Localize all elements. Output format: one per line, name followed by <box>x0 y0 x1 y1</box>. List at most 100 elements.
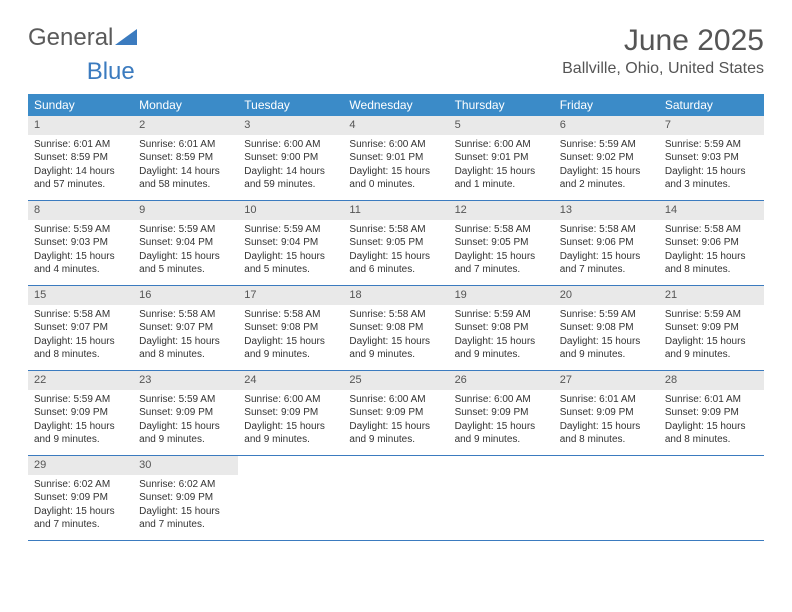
calendar: Sunday Monday Tuesday Wednesday Thursday… <box>28 94 764 541</box>
day-number: 22 <box>28 371 133 390</box>
day-number: 14 <box>659 201 764 220</box>
sunset-text: Sunset: 9:09 PM <box>349 406 442 420</box>
day-body: Sunrise: 6:01 AMSunset: 9:09 PMDaylight:… <box>659 390 764 453</box>
sunrise-text: Sunrise: 6:00 AM <box>244 138 337 152</box>
sunset-text: Sunset: 9:05 PM <box>349 236 442 250</box>
daylight-text: Daylight: 15 hours and 8 minutes. <box>665 250 758 277</box>
sunset-text: Sunset: 9:06 PM <box>560 236 653 250</box>
day-cell: 26Sunrise: 6:00 AMSunset: 9:09 PMDayligh… <box>449 371 554 455</box>
sunset-text: Sunset: 9:09 PM <box>244 406 337 420</box>
day-cell: 6Sunrise: 5:59 AMSunset: 9:02 PMDaylight… <box>554 116 659 200</box>
daylight-text: Daylight: 14 hours and 58 minutes. <box>139 165 232 192</box>
day-number: 25 <box>343 371 448 390</box>
day-body: Sunrise: 5:59 AMSunset: 9:03 PMDaylight:… <box>659 135 764 198</box>
sunrise-text: Sunrise: 6:02 AM <box>139 478 232 492</box>
sunrise-text: Sunrise: 6:01 AM <box>34 138 127 152</box>
weeks-container: 1Sunrise: 6:01 AMSunset: 8:59 PMDaylight… <box>28 116 764 541</box>
sunrise-text: Sunrise: 6:00 AM <box>349 138 442 152</box>
day-body: Sunrise: 5:59 AMSunset: 9:04 PMDaylight:… <box>238 220 343 283</box>
sunrise-text: Sunrise: 5:58 AM <box>244 308 337 322</box>
sunset-text: Sunset: 9:08 PM <box>455 321 548 335</box>
sunset-text: Sunset: 9:04 PM <box>139 236 232 250</box>
sunrise-text: Sunrise: 5:58 AM <box>560 223 653 237</box>
day-number: 13 <box>554 201 659 220</box>
sunset-text: Sunset: 9:04 PM <box>244 236 337 250</box>
day-number: 11 <box>343 201 448 220</box>
sunset-text: Sunset: 9:09 PM <box>139 491 232 505</box>
day-cell: 16Sunrise: 5:58 AMSunset: 9:07 PMDayligh… <box>133 286 238 370</box>
sunrise-text: Sunrise: 6:00 AM <box>455 393 548 407</box>
day-cell: 23Sunrise: 5:59 AMSunset: 9:09 PMDayligh… <box>133 371 238 455</box>
week-row: 8Sunrise: 5:59 AMSunset: 9:03 PMDaylight… <box>28 201 764 286</box>
sunset-text: Sunset: 8:59 PM <box>139 151 232 165</box>
sunrise-text: Sunrise: 5:59 AM <box>34 393 127 407</box>
day-cell <box>343 456 448 540</box>
day-cell: 27Sunrise: 6:01 AMSunset: 9:09 PMDayligh… <box>554 371 659 455</box>
week-row: 29Sunrise: 6:02 AMSunset: 9:09 PMDayligh… <box>28 456 764 541</box>
daylight-text: Daylight: 15 hours and 9 minutes. <box>665 335 758 362</box>
day-body: Sunrise: 5:59 AMSunset: 9:03 PMDaylight:… <box>28 220 133 283</box>
day-cell <box>238 456 343 540</box>
day-body: Sunrise: 6:00 AMSunset: 9:09 PMDaylight:… <box>343 390 448 453</box>
day-cell: 8Sunrise: 5:59 AMSunset: 9:03 PMDaylight… <box>28 201 133 285</box>
sunrise-text: Sunrise: 5:58 AM <box>34 308 127 322</box>
logo-text-blue: Blue <box>87 58 135 85</box>
day-number: 7 <box>659 116 764 135</box>
day-number: 28 <box>659 371 764 390</box>
day-number: 19 <box>449 286 554 305</box>
day-cell <box>449 456 554 540</box>
daylight-text: Daylight: 15 hours and 9 minutes. <box>34 420 127 447</box>
sunrise-text: Sunrise: 5:59 AM <box>665 138 758 152</box>
weekday-header: Sunday Monday Tuesday Wednesday Thursday… <box>28 94 764 116</box>
weekday-wed: Wednesday <box>343 94 448 116</box>
day-cell: 29Sunrise: 6:02 AMSunset: 9:09 PMDayligh… <box>28 456 133 540</box>
sunset-text: Sunset: 9:09 PM <box>455 406 548 420</box>
day-cell: 19Sunrise: 5:59 AMSunset: 9:08 PMDayligh… <box>449 286 554 370</box>
sunset-text: Sunset: 9:08 PM <box>349 321 442 335</box>
day-number: 29 <box>28 456 133 475</box>
day-cell <box>659 456 764 540</box>
day-number: 15 <box>28 286 133 305</box>
sunset-text: Sunset: 9:03 PM <box>34 236 127 250</box>
day-number: 30 <box>133 456 238 475</box>
daylight-text: Daylight: 15 hours and 7 minutes. <box>560 250 653 277</box>
daylight-text: Daylight: 15 hours and 9 minutes. <box>455 335 548 362</box>
sunset-text: Sunset: 9:03 PM <box>665 151 758 165</box>
day-cell: 17Sunrise: 5:58 AMSunset: 9:08 PMDayligh… <box>238 286 343 370</box>
day-number: 4 <box>343 116 448 135</box>
sunset-text: Sunset: 9:07 PM <box>34 321 127 335</box>
day-cell: 13 Sunrise: 5:58 AMSunset: 9:06 PMDayligh… <box>554 201 659 285</box>
week-row: 1Sunrise: 6:01 AMSunset: 8:59 PMDaylight… <box>28 116 764 201</box>
sunrise-text: Sunrise: 6:01 AM <box>139 138 232 152</box>
day-number: 8 <box>28 201 133 220</box>
day-cell: 5Sunrise: 6:00 AMSunset: 9:01 PMDaylight… <box>449 116 554 200</box>
daylight-text: Daylight: 15 hours and 8 minutes. <box>139 335 232 362</box>
day-cell: 11Sunrise: 5:58 AMSunset: 9:05 PMDayligh… <box>343 201 448 285</box>
sunrise-text: Sunrise: 5:58 AM <box>349 308 442 322</box>
sunset-text: Sunset: 9:09 PM <box>560 406 653 420</box>
day-body: Sunrise: 6:01 AMSunset: 9:09 PMDaylight:… <box>554 390 659 453</box>
month-title: June 2025 <box>562 24 764 58</box>
weekday-sat: Saturday <box>659 94 764 116</box>
sunrise-text: Sunrise: 5:59 AM <box>34 223 127 237</box>
sunrise-text: Sunrise: 6:01 AM <box>560 393 653 407</box>
logo-text-general: General <box>28 24 113 52</box>
day-cell: 18Sunrise: 5:58 AMSunset: 9:08 PMDayligh… <box>343 286 448 370</box>
daylight-text: Daylight: 15 hours and 9 minutes. <box>349 420 442 447</box>
day-cell: 1Sunrise: 6:01 AMSunset: 8:59 PMDaylight… <box>28 116 133 200</box>
day-number: 20 <box>554 286 659 305</box>
daylight-text: Daylight: 15 hours and 1 minute. <box>455 165 548 192</box>
sunrise-text: Sunrise: 5:59 AM <box>560 138 653 152</box>
daylight-text: Daylight: 15 hours and 9 minutes. <box>244 420 337 447</box>
sunrise-text: Sunrise: 5:58 AM <box>349 223 442 237</box>
day-cell: 24Sunrise: 6:00 AMSunset: 9:09 PMDayligh… <box>238 371 343 455</box>
sunset-text: Sunset: 9:09 PM <box>34 491 127 505</box>
sunrise-text: Sunrise: 5:59 AM <box>665 308 758 322</box>
daylight-text: Daylight: 15 hours and 9 minutes. <box>455 420 548 447</box>
sunrise-text: Sunrise: 5:59 AM <box>139 223 232 237</box>
day-body: Sunrise: 5:58 AMSunset: 9:08 PMDaylight:… <box>343 305 448 368</box>
day-number: 24 <box>238 371 343 390</box>
sunset-text: Sunset: 9:01 PM <box>349 151 442 165</box>
day-cell: 20Sunrise: 5:59 AMSunset: 9:08 PMDayligh… <box>554 286 659 370</box>
day-cell: 15Sunrise: 5:58 AMSunset: 9:07 PMDayligh… <box>28 286 133 370</box>
